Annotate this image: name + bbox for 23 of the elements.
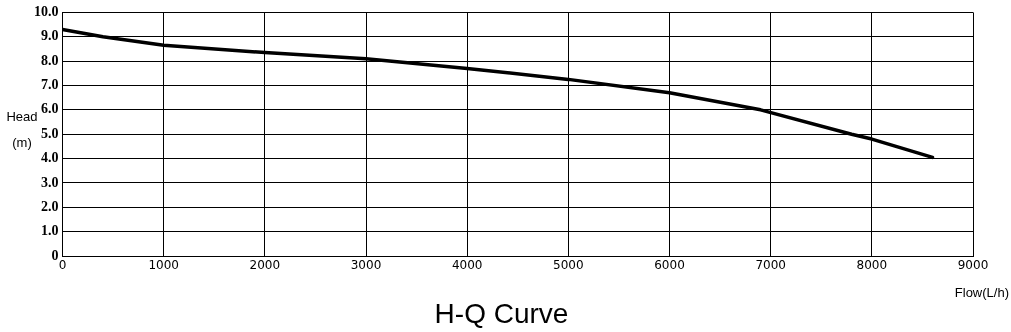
y-tick-label: 0 [51,247,59,263]
text: H-Q Curve [434,297,569,329]
x-tick-label: 7000 [755,258,786,273]
y-tick-label: 6.0 [41,101,59,117]
y-tick-label: 9.0 [41,28,59,44]
x-tick-label: 4000 [451,258,483,273]
y-tick-label: 8.0 [41,52,59,68]
y-axis-title: Head (m) [6,108,38,150]
x-axis-title: Flow(L/h) [954,284,1009,300]
y-tick-label: 3.0 [41,174,59,190]
y-tick-label: 4.0 [41,150,59,166]
y-tick-label: 10.0 [34,4,59,20]
x-tick-label: 3000 [350,258,382,273]
x-tick-label: 9000 [957,258,989,273]
y-tick-label: 1.0 [41,223,59,239]
x-tick-label: 5000 [553,258,584,273]
x-tick-label: 6000 [654,258,685,273]
x-tick-label: 8000 [856,258,888,273]
y-tick-label: 2.0 [41,198,59,214]
x-tick-label: 2000 [249,258,281,273]
x-tick-label: 1000 [148,258,179,273]
y-tick-label: 5.0 [41,125,59,141]
y-tick-label: 7.0 [41,77,59,93]
